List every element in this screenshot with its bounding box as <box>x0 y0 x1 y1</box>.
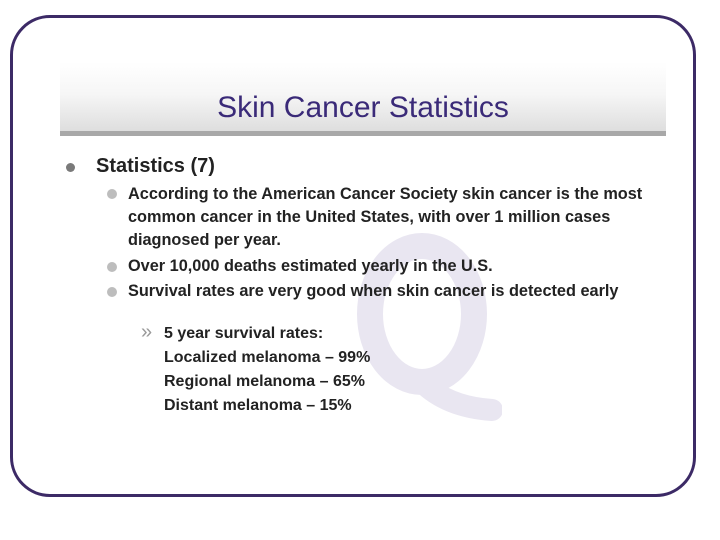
bullet-deaths: Over 10,000 deaths estimated yearly in t… <box>128 257 493 275</box>
level2-bullet-icon <box>107 287 117 297</box>
level1-bullet-icon <box>66 163 75 172</box>
survival-rates-block: 5 year survival rates: Localized melanom… <box>164 322 370 418</box>
bullet-survival: Survival rates are very good when skin c… <box>128 282 619 300</box>
statistics-heading: Statistics (7) <box>96 155 215 177</box>
bullet-acs-statistic: According to the American Cancer Society… <box>128 185 643 249</box>
title-underline <box>60 131 666 136</box>
level3-bullet-icon: » <box>141 321 153 343</box>
survival-rate-distant: Distant melanoma – 15% <box>164 397 352 414</box>
level2-bullet-icon <box>107 189 117 199</box>
survival-rates-heading: 5 year survival rates: <box>164 325 324 342</box>
survival-rate-localized: Localized melanoma – 99% <box>164 349 371 366</box>
survival-rate-regional: Regional melanoma – 65% <box>164 373 365 390</box>
level2-bullet-icon <box>107 262 117 272</box>
title-band <box>60 62 666 134</box>
slide-title: Skin Cancer Statistics <box>217 91 509 124</box>
slide-frame <box>10 15 696 497</box>
